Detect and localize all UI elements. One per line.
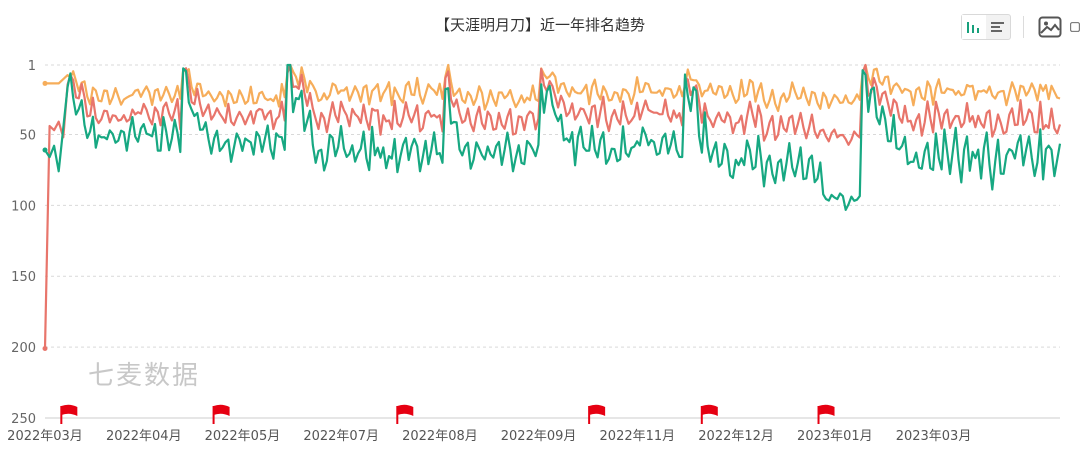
x-tick-label: 2022年12月	[698, 429, 774, 444]
x-tick-label: 2022年03月	[7, 429, 83, 444]
event-flag-icon	[818, 404, 835, 416]
chart-view-switch	[961, 14, 1011, 40]
series-start-point	[42, 80, 48, 86]
y-tick-label: 50	[19, 128, 36, 143]
x-tick-label: 2022年04月	[106, 429, 182, 444]
x-tick-label: 2023年01月	[797, 429, 873, 444]
series-line	[45, 63, 1061, 113]
x-tick-label: 2022年07月	[303, 429, 379, 444]
chart-title: 【天涯明月刀】近一年排名趋势	[434, 16, 645, 34]
image-icon[interactable]	[1036, 13, 1064, 41]
y-tick-label: 150	[11, 270, 36, 285]
toolbar-divider	[1023, 16, 1024, 38]
series-start-point	[42, 147, 48, 153]
series-line	[44, 63, 1062, 211]
y-tick-label: 200	[11, 341, 36, 356]
series-line	[43, 63, 1062, 349]
event-flag-icon	[397, 404, 414, 416]
series-start-point	[42, 346, 48, 352]
x-tick-label: 2022年05月	[205, 429, 281, 444]
event-flag-icon	[213, 404, 230, 416]
y-tick-label: 250	[11, 412, 36, 427]
x-tick-label: 2022年11月	[600, 429, 676, 444]
x-tick-label: 2022年09月	[501, 429, 577, 444]
more-icon[interactable]	[1070, 13, 1080, 41]
bar-chart-icon[interactable]	[962, 15, 986, 39]
y-tick-label: 1	[28, 59, 36, 74]
x-tick-label: 2022年08月	[402, 429, 478, 444]
event-flag-icon	[61, 404, 78, 416]
watermark: 七麦数据	[88, 361, 201, 391]
chart-toolbar	[961, 11, 1080, 43]
y-tick-label: 100	[11, 199, 36, 214]
x-tick-label: 2023年03月	[896, 429, 972, 444]
list-icon[interactable]	[986, 15, 1010, 39]
event-flag-icon	[589, 404, 606, 416]
event-flag-icon	[701, 404, 718, 416]
